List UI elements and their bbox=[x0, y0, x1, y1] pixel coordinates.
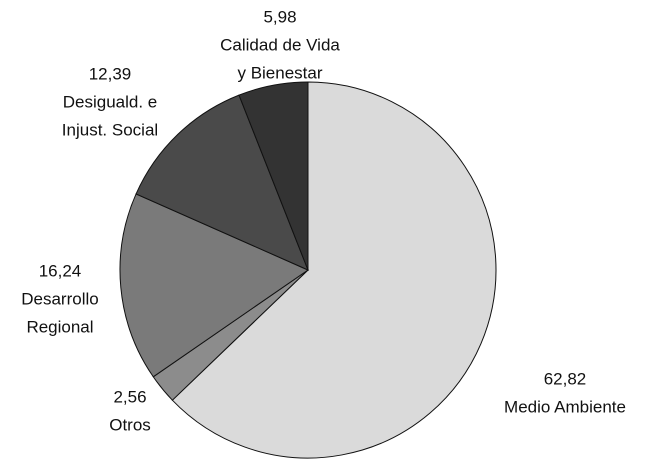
value-label: 12,39 bbox=[89, 64, 132, 83]
value-label: 2,56 bbox=[113, 387, 146, 406]
category-label: Desarrollo bbox=[21, 289, 98, 308]
pie-slice bbox=[135, 94, 309, 271]
category-label: Calidad de Vida bbox=[220, 35, 340, 54]
category-label: Otros bbox=[109, 415, 151, 434]
category-label: y Bienestar bbox=[237, 63, 322, 82]
value-label: 62,82 bbox=[544, 369, 587, 388]
category-label: Injust. Social bbox=[62, 120, 158, 139]
value-label: 5,98 bbox=[263, 7, 296, 26]
category-label: Regional bbox=[26, 317, 93, 336]
value-label: 16,24 bbox=[39, 261, 82, 280]
pie-slice bbox=[171, 81, 497, 459]
pie-slice bbox=[119, 193, 310, 378]
category-label: Desiguald. e bbox=[63, 92, 158, 111]
pie-slice bbox=[238, 81, 309, 271]
category-label: Medio Ambiente bbox=[504, 397, 626, 416]
